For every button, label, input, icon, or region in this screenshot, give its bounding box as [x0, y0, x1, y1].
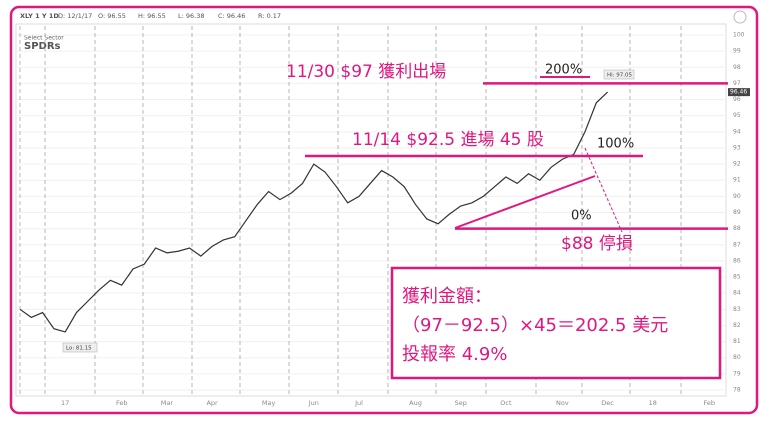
y-tick-label: 85	[733, 274, 741, 281]
x-tick-label: Feb	[116, 399, 128, 407]
header-item: D: 12/1/17	[58, 12, 92, 20]
header-item: C: 96.46	[218, 12, 245, 20]
x-tick-label: 18	[649, 399, 657, 407]
pct-label: 0%	[571, 209, 592, 224]
logo-top: Select Sector	[24, 35, 64, 42]
summary-line: 獲利金額：	[402, 286, 492, 307]
x-tick-label: 17	[61, 399, 69, 407]
x-tick-label: Nov	[556, 399, 569, 407]
x-tick-label: Jul	[354, 399, 363, 407]
x-tick-label: May	[262, 399, 276, 407]
entry-note: 11/14 $92.5 進場 45 股	[352, 130, 544, 150]
header-item: XLY 1 Y 1D	[20, 12, 59, 20]
x-tick-label: Aug	[409, 399, 422, 407]
x-tick-label: Sep	[455, 399, 467, 407]
frame	[9, 5, 759, 415]
y-tick-label: 80	[733, 354, 741, 361]
header-item: O: 96.55	[98, 12, 126, 20]
y-tick-label: 83	[733, 306, 741, 313]
pct-label: 200%	[545, 63, 582, 78]
exit-note: 11/30 $97 獲利出場	[286, 62, 446, 82]
x-tick-label: Dec	[601, 399, 614, 407]
x-tick-label: Oct	[500, 399, 512, 407]
y-tick-label: 78	[733, 387, 741, 394]
y-tick-label: 98	[733, 64, 741, 71]
summary-line: （97－92.5）×45＝202.5 美元	[402, 315, 668, 336]
y-tick-label: 92	[733, 161, 741, 168]
x-tick-label: Mar	[161, 399, 174, 407]
y-tick-label: 96	[733, 96, 741, 103]
y-tick-label: 87	[733, 241, 741, 248]
trend-line	[454, 175, 596, 229]
price-line	[19, 91, 609, 333]
lo-tag	[62, 342, 98, 353]
y-tick-label: 82	[733, 322, 741, 329]
projection-line	[584, 147, 623, 233]
y-tick-label: 97	[733, 80, 741, 87]
pct-label: 100%	[597, 137, 634, 152]
y-tick-label: 99	[733, 48, 741, 55]
y-tick-label: 88	[733, 225, 741, 232]
header-item: R: 0.17	[258, 12, 281, 20]
plot-area	[15, 23, 727, 397]
lo-label: Lo: 81.15	[66, 346, 92, 352]
settings-icon[interactable]	[733, 10, 747, 24]
x-tick-label: Jun	[308, 399, 319, 407]
y-tick-label: 84	[733, 290, 741, 297]
summary-line: 投報率 4.9%	[402, 344, 507, 365]
y-tick-label: 89	[733, 209, 741, 216]
logo-main: SPDRs	[24, 41, 61, 52]
y-tick-label: 81	[733, 338, 741, 345]
hi-label: Hi: 97.05	[607, 73, 633, 79]
y-tick-label: 90	[733, 193, 741, 200]
x-tick-label: Apr	[206, 399, 218, 407]
header: XLY 1 Y 1D D: 12/1/17 O: 96.55 H: 96.55 L: 9…	[20, 12, 281, 20]
y-tick-label: 94	[733, 128, 741, 135]
last-price-label: 96.46	[730, 89, 747, 96]
hi-tag	[603, 69, 635, 80]
y-tick-label: 95	[733, 112, 741, 119]
x-tick-label: Feb	[704, 399, 716, 407]
stop-note: $88 停損	[561, 234, 633, 254]
y-tick-label: 86	[733, 257, 741, 264]
y-tick-label: 93	[733, 144, 741, 151]
y-tick-label: 100	[733, 32, 745, 39]
y-tick-label: 91	[733, 177, 741, 184]
header-item: H: 96.55	[138, 12, 166, 20]
header-item: L: 96.38	[178, 12, 205, 20]
summary-box	[390, 266, 722, 380]
y-tick-label: 79	[733, 370, 741, 377]
last-price-tag	[728, 88, 750, 97]
